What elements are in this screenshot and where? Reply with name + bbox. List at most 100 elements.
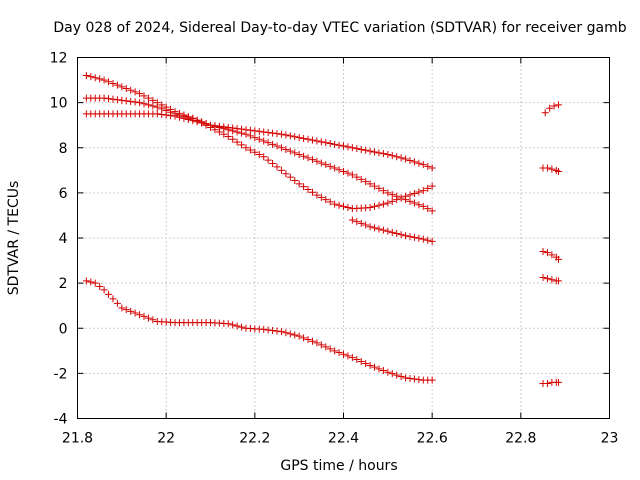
- data-point: [269, 129, 277, 137]
- data-point: [371, 202, 379, 210]
- data-point: [242, 144, 250, 152]
- data-point: [366, 180, 374, 188]
- data-point: [291, 331, 299, 339]
- data-point: [224, 320, 232, 328]
- data-point: [136, 311, 144, 319]
- data-point: [233, 322, 241, 330]
- data-point: [304, 154, 312, 162]
- data-point: [224, 123, 232, 131]
- data-point: [353, 145, 361, 153]
- data-point: [233, 138, 241, 146]
- data-point: [264, 326, 272, 334]
- data-point: [91, 279, 99, 287]
- data-point: [375, 225, 383, 233]
- y-tick-label: 2: [59, 276, 68, 292]
- data-point: [118, 96, 126, 104]
- data-point: [105, 78, 113, 86]
- data-point: [113, 81, 121, 89]
- data-point: [317, 193, 325, 201]
- data-point: [242, 126, 250, 134]
- x-tick-label: 22.2: [239, 431, 270, 447]
- data-point: [207, 121, 214, 129]
- data-point: [555, 277, 563, 285]
- data-point: [193, 118, 201, 126]
- data-point: [317, 159, 325, 167]
- data-point: [344, 169, 352, 177]
- data-point: [371, 363, 379, 371]
- data-point: [397, 154, 405, 162]
- data-point: [539, 248, 547, 256]
- data-point: [415, 188, 423, 196]
- data-point: [238, 323, 246, 331]
- data-point: [415, 376, 423, 384]
- plot-frame: [77, 57, 610, 419]
- data-point: [291, 149, 299, 157]
- data-point: [362, 360, 370, 368]
- data-point: [82, 277, 90, 285]
- data-point: [273, 163, 281, 171]
- series-sat-i: [539, 273, 563, 285]
- data-point: [344, 352, 352, 360]
- data-point: [424, 162, 432, 170]
- data-point: [149, 102, 157, 110]
- data-point: [158, 110, 166, 118]
- y-tick-label: 10: [50, 96, 68, 112]
- data-point: [291, 133, 299, 141]
- data-point: [211, 122, 219, 130]
- chart-title: Day 028 of 2024, Sidereal Day-to-day VTE…: [53, 20, 626, 36]
- data-point: [379, 200, 387, 208]
- data-point: [149, 316, 157, 324]
- data-point: [286, 132, 294, 140]
- data-point: [308, 156, 316, 164]
- data-point: [410, 375, 418, 383]
- data-point: [397, 372, 405, 380]
- data-point: [331, 200, 339, 208]
- data-point: [229, 321, 237, 329]
- data-point: [260, 137, 268, 145]
- y-tick-label: 8: [59, 141, 68, 157]
- x-tick-label: 22: [157, 431, 175, 447]
- data-point: [304, 185, 312, 193]
- data-point: [393, 229, 401, 237]
- data-point: [335, 201, 343, 209]
- data-point: [100, 76, 108, 84]
- data-point: [144, 94, 152, 102]
- data-point: [282, 170, 290, 178]
- data-point: [118, 304, 126, 312]
- data-point: [144, 314, 152, 322]
- data-point: [428, 207, 436, 215]
- data-point: [402, 196, 410, 204]
- data-point: [428, 237, 436, 245]
- data-point: [229, 135, 237, 143]
- data-point: [371, 182, 379, 190]
- grid: [77, 57, 610, 419]
- data-point: [384, 151, 392, 159]
- data-point: [313, 137, 321, 145]
- data-point: [335, 141, 343, 149]
- data-point: [127, 97, 135, 105]
- data-point: [428, 182, 436, 190]
- data-point: [255, 127, 263, 135]
- data-point: [402, 232, 410, 240]
- data-point: [282, 329, 290, 337]
- y-tick-label: 0: [59, 321, 68, 337]
- data-point: [331, 164, 339, 172]
- data-point: [410, 199, 418, 207]
- data-point: [406, 374, 414, 382]
- data-point: [357, 358, 365, 366]
- x-tick-label: 22.4: [328, 431, 359, 447]
- data-point: [388, 191, 396, 199]
- data-point: [344, 204, 352, 212]
- data-point: [353, 173, 361, 181]
- data-point: [295, 151, 303, 159]
- data-point: [105, 95, 113, 103]
- data-point: [153, 110, 161, 118]
- data-point: [366, 361, 374, 369]
- data-point: [357, 145, 365, 153]
- series-sat-g: [539, 164, 563, 175]
- series-sat-e: [82, 277, 436, 384]
- data-point: [344, 143, 352, 151]
- data-point: [322, 196, 330, 204]
- x-tick-label: 23: [601, 431, 619, 447]
- data-point: [348, 171, 356, 179]
